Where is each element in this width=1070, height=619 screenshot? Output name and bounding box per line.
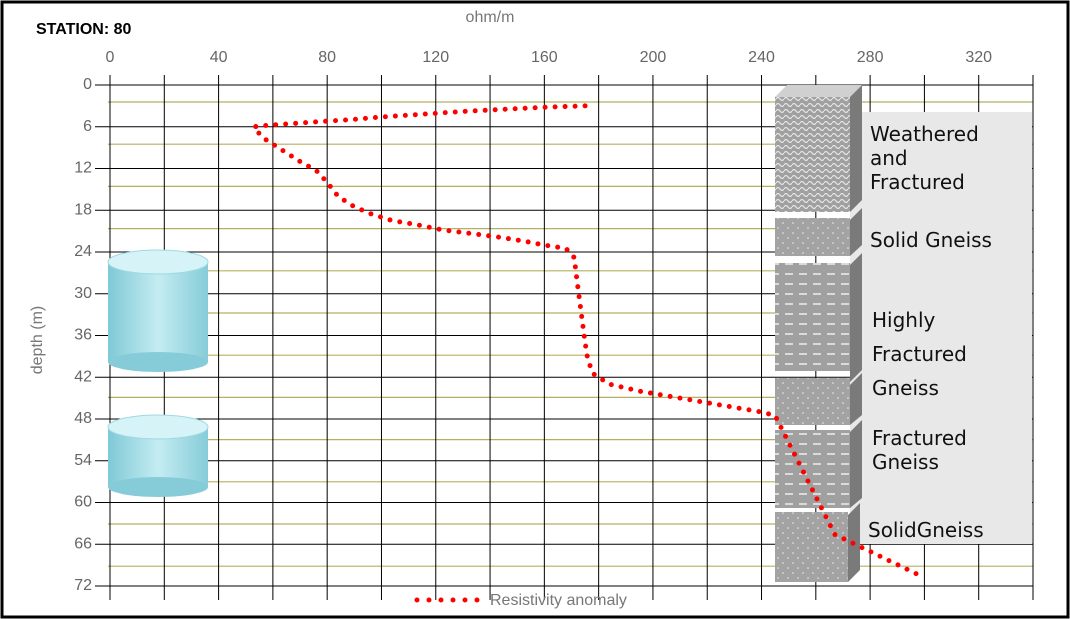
chart-title: STATION: 80 — [36, 21, 132, 38]
x-tick-label: 280 — [857, 49, 884, 66]
x-tick-label: 120 — [422, 49, 449, 66]
y-tick-label: 36 — [74, 327, 92, 344]
label-panel — [850, 112, 1032, 544]
layer-label: Highly Fractured Gneiss — [872, 308, 967, 400]
layer-label: SolidGneiss — [868, 518, 984, 542]
y-axis-label: depth (m) — [29, 306, 46, 374]
y-tick-label: 42 — [74, 368, 92, 385]
x-tick-label: 240 — [748, 49, 775, 66]
y-tick-label: 30 — [74, 285, 92, 302]
y-tick-label: 48 — [74, 410, 92, 427]
legend-label: Resistivity anomaly — [490, 592, 627, 609]
x-tick-label: 200 — [640, 49, 667, 66]
data-line — [249, 103, 927, 581]
y-tick-label: 60 — [74, 494, 92, 511]
y-tick-label: 12 — [74, 160, 92, 177]
water-cylinders — [107, 249, 209, 497]
layer-label: Fractured Gneiss — [872, 426, 967, 474]
y-tick-label: 54 — [74, 452, 92, 469]
x-axis-label: ohm/m — [466, 9, 515, 26]
y-tick-label: 72 — [74, 577, 92, 594]
x-tick-label: 160 — [531, 49, 558, 66]
x-tick-label: 40 — [210, 49, 228, 66]
y-tick-label: 66 — [74, 535, 92, 552]
rock-column — [775, 85, 862, 582]
y-tick-label: 0 — [83, 76, 92, 93]
layer-label: Solid Gneiss — [870, 228, 992, 252]
y-tick-label: 24 — [74, 243, 92, 260]
x-tick-label: 80 — [318, 49, 336, 66]
x-tick-label: 320 — [965, 49, 992, 66]
x-tick-label: 0 — [106, 49, 115, 66]
layer-label: Weathered and Fractured — [870, 122, 979, 194]
y-tick-label: 6 — [83, 118, 92, 135]
y-tick-label: 18 — [74, 201, 92, 218]
